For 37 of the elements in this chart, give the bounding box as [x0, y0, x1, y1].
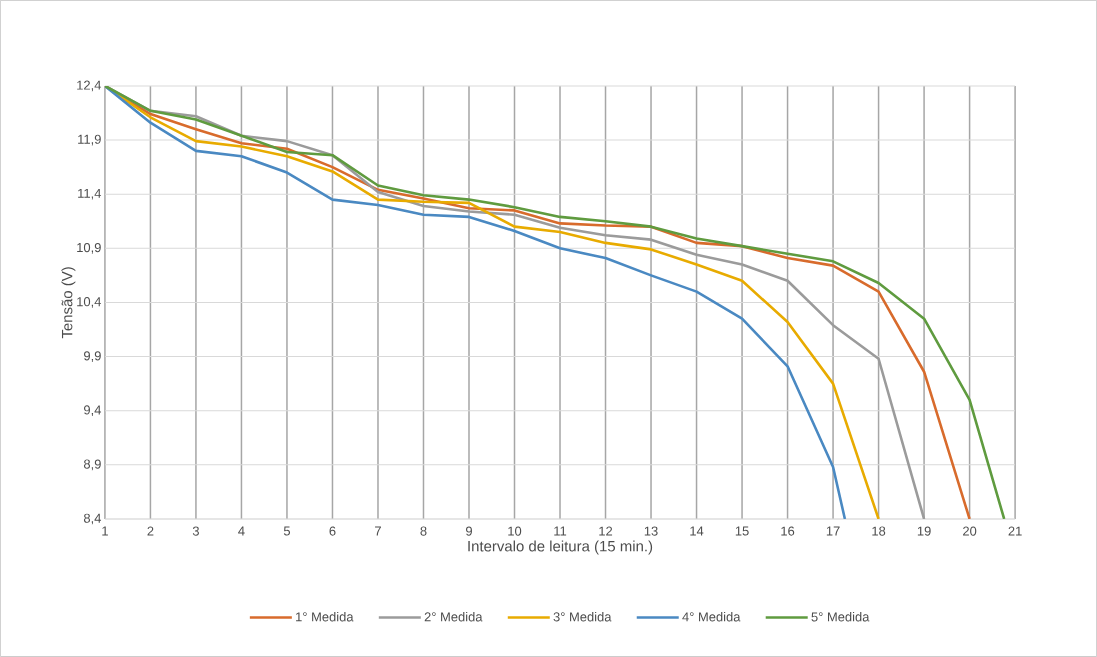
x-tick-label: 10: [508, 526, 522, 536]
x-tick-label: 4: [238, 526, 245, 536]
x-tick-label: 3: [192, 526, 199, 536]
x-tick-label: 5: [283, 526, 291, 536]
y-tick-label: 9,9: [84, 351, 101, 362]
y-tick-label: 9,4: [84, 405, 102, 417]
x-tick-label: 1: [102, 526, 108, 536]
x-tick-label: 11: [554, 526, 567, 536]
x-tick-label: 2: [147, 526, 154, 536]
y-tick-label: 12,4: [77, 80, 102, 92]
x-tick-label: 21: [1008, 526, 1022, 536]
x-tick-label: 13: [644, 526, 658, 536]
x-tick-label: 7: [375, 526, 381, 536]
y-tick-label: 8,4: [83, 513, 102, 525]
x-tick-label: 14: [690, 526, 704, 536]
x-tick-label: 19: [917, 526, 931, 536]
legend-label: 3° Medida: [553, 611, 612, 622]
x-tick-label: 16: [781, 526, 795, 536]
x-tick-label: 20: [963, 526, 977, 536]
legend-label: 2° Medida: [424, 611, 483, 622]
y-tick-label: 10,9: [77, 243, 101, 254]
x-tick-label: 18: [872, 526, 886, 536]
legend-label: 4° Medida: [682, 611, 741, 622]
x-tick-label: 12: [599, 526, 613, 536]
x-tick-label: 6: [329, 526, 336, 536]
x-axis-title: Intervalo de leitura (15 min.): [468, 540, 653, 555]
y-tick-label: 8,9: [83, 459, 101, 471]
x-tick-label: 8: [420, 526, 427, 536]
x-tick-label: 15: [735, 526, 749, 536]
x-tick-label: 17: [826, 526, 840, 536]
y-axis-title: Tensão (V): [61, 267, 76, 339]
legend-label: 5° Medida: [811, 611, 870, 622]
y-tick-label: 11,4: [78, 188, 102, 200]
x-tick-label: 9: [466, 526, 472, 536]
y-tick-label: 11,9: [78, 134, 101, 146]
legend-label: 1° Medida: [296, 611, 354, 622]
y-tick-label: 10,4: [77, 297, 102, 308]
